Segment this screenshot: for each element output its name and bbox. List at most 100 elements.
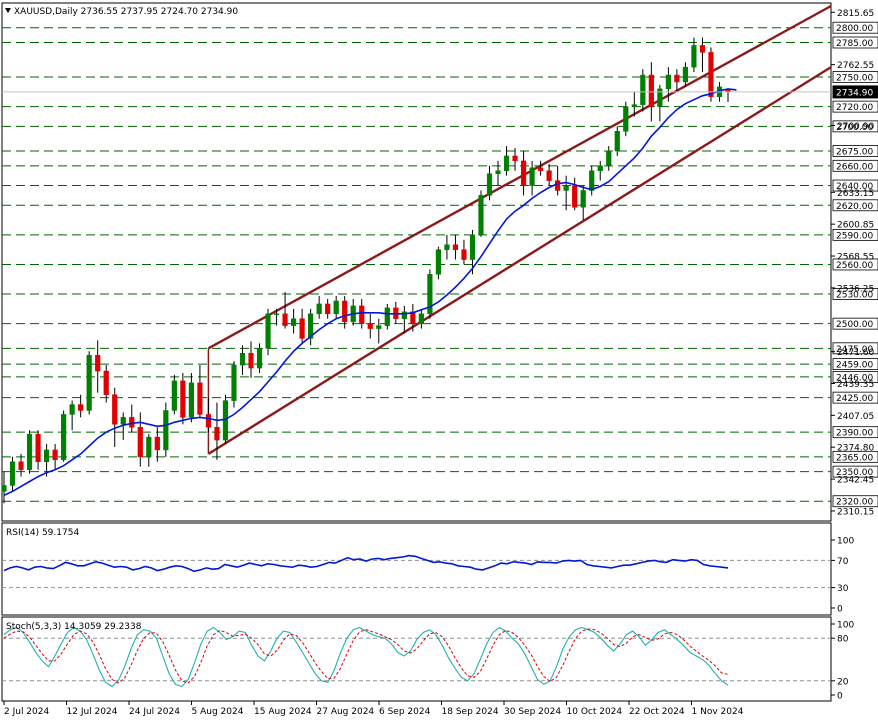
candle-body — [171, 380, 177, 411]
candle-body — [154, 436, 160, 451]
candle-body — [631, 104, 637, 107]
axis-tick-label: 2342.45 — [837, 476, 874, 486]
level-label: 2530.00 — [836, 291, 873, 301]
axis-tick-label: 2700.90 — [837, 122, 874, 132]
candle-body — [520, 160, 527, 186]
candle-body — [180, 380, 186, 418]
candle-body — [146, 436, 152, 458]
candle-body — [333, 300, 339, 315]
candle-body — [572, 185, 578, 208]
level-label-box — [832, 495, 878, 508]
candle-body — [503, 155, 510, 171]
candle-body — [197, 382, 203, 415]
level-label: 2390.00 — [836, 429, 873, 439]
level-label-box — [832, 120, 878, 133]
candle-body — [112, 394, 118, 425]
candle-body — [538, 167, 544, 171]
candle-body — [708, 52, 714, 98]
candle-body — [1, 485, 7, 492]
main-panel-frame — [1, 2, 832, 522]
candle-body — [657, 88, 663, 107]
candle-body — [665, 74, 671, 90]
rsi-panel-frame — [1, 522, 832, 616]
axis-tick-label: 2633.15 — [837, 189, 874, 199]
support-resistance-levels: 2800.00 2785.00 2750.00 2720.00 2700.00 2675.… — [2, 21, 878, 508]
candle-body — [376, 325, 382, 329]
candle-body — [137, 426, 143, 458]
level-label-box — [832, 358, 878, 371]
oscillator-tick-label: 70 — [837, 557, 849, 567]
axis-tick-label: 2407.05 — [837, 412, 874, 422]
level-label-box — [832, 371, 878, 383]
candle-body — [342, 300, 348, 322]
level-label: 2320.00 — [836, 498, 873, 508]
candle-body — [546, 170, 552, 181]
candle-body — [435, 249, 441, 275]
candle-body — [384, 307, 390, 326]
time-tick-label: 5 Aug 2024 — [192, 707, 244, 717]
chart-menu-icon[interactable] — [5, 8, 11, 13]
oscillator-tick-label: 100 — [837, 537, 854, 547]
axis-tick-label: 2762.55 — [837, 61, 874, 71]
candle-body — [52, 449, 58, 461]
candle-body — [580, 190, 586, 208]
candle-body — [614, 131, 620, 152]
oscillator-tick-label: 30 — [837, 584, 849, 594]
level-label: 2620.00 — [836, 202, 873, 212]
candle-body — [163, 410, 169, 451]
candle-body — [563, 185, 569, 191]
axis-tick-label: 2374.80 — [837, 444, 874, 454]
candle-body — [256, 348, 263, 369]
time-tick-label: 10 Oct 2024 — [567, 707, 623, 717]
candle-body — [478, 195, 484, 236]
oscillator-tick-label: 80 — [837, 635, 849, 645]
level-label: 2800.00 — [836, 24, 873, 34]
level-label: 2640.00 — [836, 182, 873, 192]
level-label: 2350.00 — [836, 468, 873, 478]
level-label: 2675.00 — [836, 148, 873, 158]
candle-body — [682, 66, 689, 83]
level-label-box — [832, 199, 878, 212]
candle-body — [222, 400, 229, 441]
level-label-box — [832, 258, 878, 271]
level-label-box — [832, 100, 878, 113]
candle-body — [648, 74, 654, 107]
level-label: 2750.00 — [836, 74, 873, 84]
time-tick-label: 24 Jul 2024 — [129, 707, 180, 717]
candle-body — [273, 313, 280, 316]
candle-body — [299, 318, 305, 339]
axis-tick-label: 2471.60 — [837, 348, 874, 358]
candle-body — [35, 433, 41, 463]
candle-body — [512, 155, 518, 162]
candle-body — [120, 417, 126, 425]
candle-body — [469, 234, 476, 260]
level-label-box — [832, 179, 878, 192]
candle-body — [43, 449, 50, 463]
rsi-indicator: 100 70 30 0 — [2, 537, 854, 615]
candle-body — [410, 311, 416, 324]
candle-body — [486, 173, 493, 196]
axis-tick-label: 2536.25 — [837, 284, 874, 294]
candle-body — [69, 404, 75, 415]
candle-body — [239, 353, 246, 366]
channel-lower-line — [207, 66, 832, 455]
oscillator-tick-label: 0 — [837, 605, 843, 615]
ma-polyline — [3, 88, 737, 497]
level-label: 2590.00 — [836, 231, 873, 241]
candle-body — [282, 313, 288, 326]
level-label-box — [832, 71, 878, 83]
candle-body — [9, 461, 16, 486]
candle-body — [444, 244, 450, 250]
time-tick-label: 1 Nov 2024 — [692, 707, 744, 717]
time-tick-label: 12 Jul 2024 — [67, 707, 118, 717]
time-tick-label: 27 Aug 2024 — [317, 707, 375, 717]
time-tick-label: 22 Oct 2024 — [629, 707, 685, 717]
time-axis: 2 Jul 2024 12 Jul 2024 24 Jul 2024 5 Aug 20… — [3, 701, 744, 717]
stoch-main-line — [3, 626, 729, 688]
level-label-box — [832, 228, 878, 241]
candle-body — [367, 323, 373, 329]
level-label: 2425.00 — [836, 394, 873, 404]
candle-body — [699, 45, 706, 53]
candle-body — [401, 311, 407, 319]
